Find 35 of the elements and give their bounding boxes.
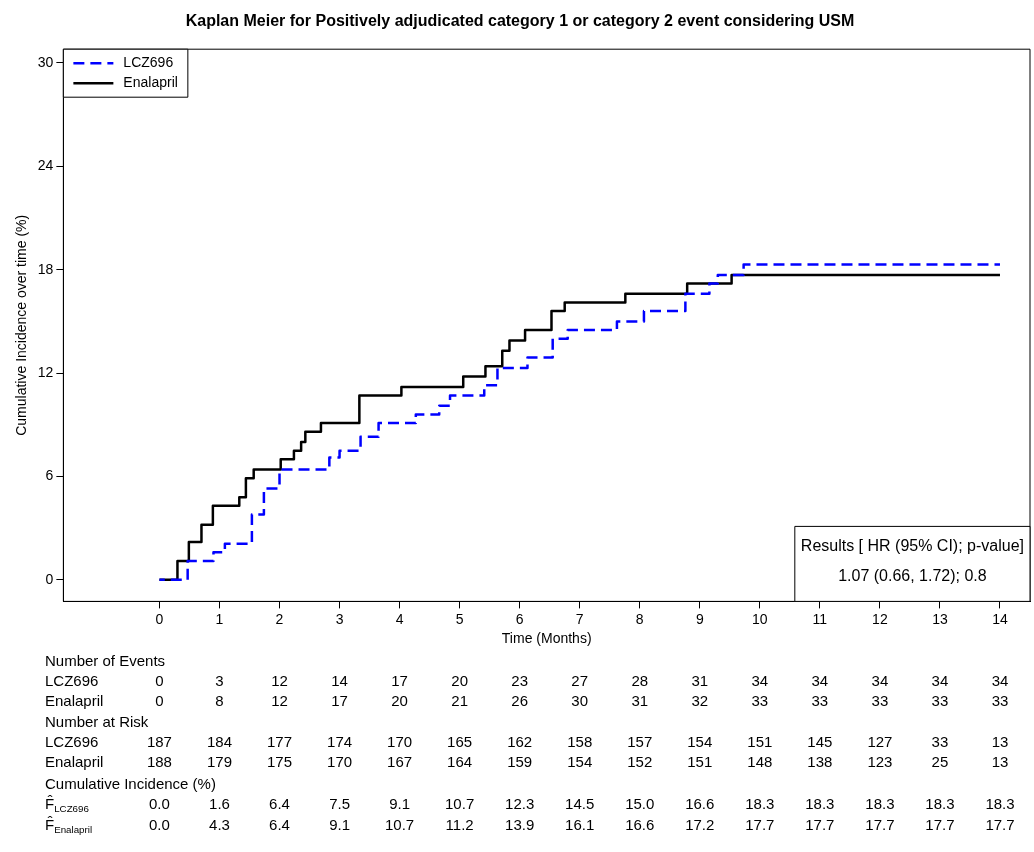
annotation: 1.07 (0.66, 1.72); 0.8 <box>838 566 987 584</box>
text: Number of Events <box>45 651 166 669</box>
y-tick-label: 30 <box>37 53 54 70</box>
x-tick-label: 13 <box>932 610 948 627</box>
text: Cumulative Incidence (%) <box>45 774 216 792</box>
text: Number at Risk <box>45 712 149 730</box>
x-tick-label: 14 <box>992 610 1008 627</box>
x-tick-label: 0 <box>155 610 164 627</box>
x-tick-label: 4 <box>395 610 404 627</box>
x-tick-label: 3 <box>335 610 344 627</box>
x-axis-title: Time (Months) <box>501 630 592 647</box>
x-tick-label: 8 <box>635 610 644 627</box>
legend-label: LCZ696 <box>123 54 174 71</box>
x-tick-label: 6 <box>515 610 524 627</box>
text: LCZ696 187 184 177 174 170 165 162 158 157 154 151 145 127 33 13 <box>45 732 1009 750</box>
text: Enalapril 0 8 12 17 20 21 26 30 31 32 33 33 33 33 33 <box>45 691 1009 709</box>
x-tick-label: 1 <box>215 610 224 627</box>
x-tick-label: 11 <box>812 610 828 627</box>
y-tick-label: 0 <box>45 570 54 587</box>
chart-title: Kaplan Meier for Positively adjudicated category 1 or category 2 event considering USM <box>185 12 855 30</box>
x-tick-label: 2 <box>275 610 284 627</box>
legend-label: Enalapril <box>123 74 178 91</box>
y-tick-label: 24 <box>37 157 54 174</box>
annotation: Results [ HR (95% CI); p-value] <box>800 536 1025 554</box>
y-tick-label: 12 <box>37 363 54 380</box>
x-tick-label: 5 <box>455 610 464 627</box>
x-tick-label: 12 <box>872 610 888 627</box>
x-tick-label: 9 <box>695 610 704 627</box>
y-tick-label: 18 <box>37 260 54 277</box>
text: LCZ696 0 3 12 14 17 20 23 27 28 31 34 34 34 34 34 <box>45 671 1009 689</box>
y-axis-title: Cumulative Incidence over time (%) <box>13 214 30 436</box>
x-tick-label: 10 <box>752 610 768 627</box>
text: Enalapril 188 179 175 170 167 164 159 154 152 151 148 138 123 25 13 <box>45 752 1009 770</box>
x-tick-label: 7 <box>575 610 584 627</box>
y-tick-label: 6 <box>45 467 54 484</box>
